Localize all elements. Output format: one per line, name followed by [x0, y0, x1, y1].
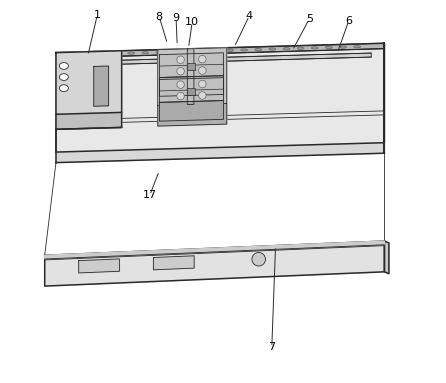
Ellipse shape [170, 51, 177, 53]
Ellipse shape [128, 52, 135, 54]
Polygon shape [159, 76, 223, 96]
Circle shape [252, 252, 265, 266]
Circle shape [198, 56, 206, 63]
Polygon shape [45, 241, 384, 259]
Polygon shape [94, 66, 108, 106]
Polygon shape [153, 256, 194, 270]
Ellipse shape [59, 74, 68, 80]
Polygon shape [56, 43, 384, 152]
Bar [187, 63, 195, 70]
Text: 5: 5 [306, 14, 313, 24]
Text: 9: 9 [173, 13, 180, 23]
Text: 6: 6 [345, 16, 352, 26]
Text: 10: 10 [185, 17, 199, 27]
Polygon shape [56, 113, 122, 129]
Circle shape [198, 92, 206, 99]
Polygon shape [45, 241, 384, 286]
Circle shape [177, 81, 184, 88]
Ellipse shape [283, 47, 290, 50]
Bar [187, 88, 195, 95]
Circle shape [177, 67, 184, 75]
Polygon shape [158, 103, 227, 126]
Circle shape [198, 67, 206, 74]
Polygon shape [78, 259, 120, 273]
Ellipse shape [114, 52, 120, 55]
Circle shape [177, 92, 184, 100]
Ellipse shape [198, 50, 205, 52]
Ellipse shape [354, 46, 360, 48]
Polygon shape [56, 143, 384, 163]
Polygon shape [187, 49, 194, 105]
Ellipse shape [340, 46, 347, 48]
Polygon shape [76, 53, 371, 65]
Text: 1: 1 [94, 10, 101, 20]
Ellipse shape [269, 48, 276, 50]
Text: 8: 8 [156, 11, 163, 21]
Ellipse shape [241, 49, 248, 51]
Polygon shape [159, 101, 223, 121]
Ellipse shape [142, 52, 149, 54]
Polygon shape [384, 241, 389, 274]
Ellipse shape [99, 53, 106, 55]
Polygon shape [56, 51, 122, 114]
Polygon shape [159, 78, 223, 102]
Ellipse shape [59, 62, 68, 69]
Ellipse shape [255, 48, 262, 51]
Text: 17: 17 [143, 190, 157, 200]
Ellipse shape [86, 53, 92, 56]
Ellipse shape [213, 50, 219, 52]
Ellipse shape [311, 47, 318, 49]
Ellipse shape [326, 46, 332, 49]
Ellipse shape [227, 49, 233, 51]
Polygon shape [56, 43, 384, 58]
Circle shape [177, 56, 184, 64]
Text: 7: 7 [268, 342, 275, 352]
Text: 4: 4 [246, 11, 253, 21]
Ellipse shape [59, 85, 68, 92]
Polygon shape [158, 48, 227, 105]
Polygon shape [159, 53, 223, 77]
Ellipse shape [297, 47, 304, 49]
Circle shape [198, 80, 206, 88]
Ellipse shape [184, 51, 191, 53]
Ellipse shape [156, 51, 163, 54]
